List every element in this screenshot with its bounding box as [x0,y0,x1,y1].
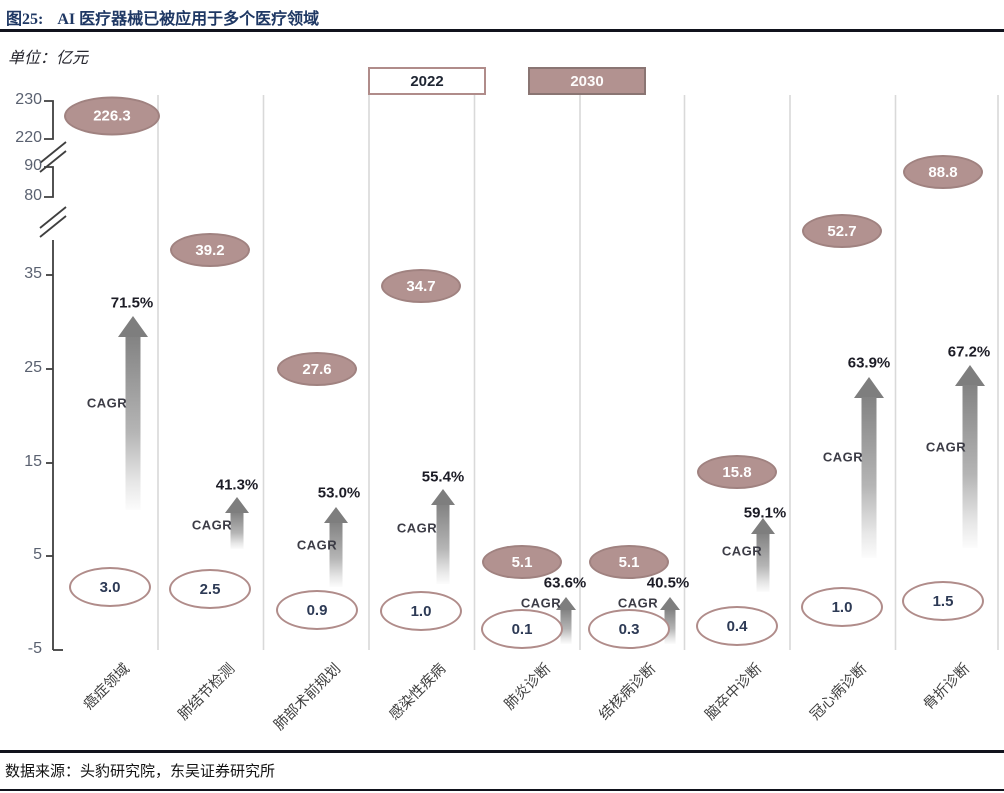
growth-arrow-head [118,316,148,337]
value-bubble-2030: 34.7 [381,269,461,303]
cagr-label: CAGR [191,517,233,533]
growth-arrow-shaft [125,337,141,510]
vertical-gridlines [157,95,999,650]
figure-title-text: AI 医疗器械已被应用于多个医疗领域 [57,11,320,28]
y-tick-label: 80 [24,187,42,204]
value-bubble-2030: 15.8 [697,455,777,489]
growth-arrow-shaft [436,505,450,584]
value-bubble-2030: 52.7 [802,214,882,248]
growth-arrow-head [225,497,249,513]
growth-arrow-head [324,507,348,523]
y-tick-label: 230 [15,91,42,108]
value-bubble-2022: 2.5 [169,569,251,609]
growth-arrow-head [660,597,680,610]
value-bubble-2030: 88.8 [903,155,983,189]
y-tick-label: -5 [27,640,42,657]
value-bubble-2022: 0.3 [588,609,670,649]
cagr-label: CAGR [86,395,128,411]
y-tick-label: 15 [24,453,42,470]
growth-arrow-shaft [230,513,244,549]
growth-arrow-shaft [329,523,343,587]
source-note: 数据来源：头豹研究院，东吴证券研究所 [5,764,276,780]
figure-number: 图25: [6,11,44,28]
cagr-label: CAGR [925,439,967,455]
y-tick-label: 220 [15,129,42,146]
value-bubble-2030: 226.3 [64,96,160,136]
growth-arrow-head [556,597,576,610]
title-bar: 图25: AI 医疗器械已被应用于多个医疗领域 [0,0,1004,32]
legend-item-2030: 2030 [528,67,646,95]
value-bubble-2030: 39.2 [170,233,250,267]
cagr-percent: 59.1% [743,504,787,522]
cagr-percent: 53.0% [317,484,361,502]
value-bubble-2022: 1.0 [801,587,883,627]
growth-arrow-head [955,365,985,386]
cagr-label: CAGR [617,595,659,611]
figure-title: 图25: AI 医疗器械已被应用于多个医疗领域 [6,5,319,29]
unit-label: 单位：亿元 [8,50,89,67]
footer-rule-top [0,750,1004,753]
cagr-percent: 71.5% [110,294,154,312]
cagr-percent: 63.9% [847,354,891,372]
value-bubble-2022: 0.4 [696,606,778,646]
growth-arrow-shaft [664,610,676,644]
cagr-percent: 55.4% [421,468,465,486]
growth-arrow-head [431,489,455,505]
value-bubble-2022: 1.5 [902,581,984,621]
growth-arrow-shaft [861,397,877,558]
footer-rule-bottom [0,789,1004,791]
cagr-percent: 63.6% [543,574,587,592]
value-bubble-2022: 0.9 [276,590,358,630]
growth-arrow-shaft [756,534,770,592]
cagr-percent: 67.2% [947,343,991,361]
growth-arrow-head [751,518,775,534]
value-bubble-2022: 0.1 [481,609,563,649]
cagr-label: CAGR [520,595,562,611]
growth-arrow-shaft [962,385,978,548]
value-bubble-2030: 27.6 [277,352,357,386]
cagr-label: CAGR [721,543,763,559]
value-bubble-2030: 5.1 [482,545,562,579]
y-tick-label: 35 [24,265,42,282]
growth-arrow-head [854,377,884,398]
y-axis-line [39,100,67,651]
cagr-percent: 40.5% [646,574,690,592]
value-bubble-2022: 3.0 [69,567,151,607]
cagr-label: CAGR [296,537,338,553]
cagr-label: CAGR [396,520,438,536]
value-bubble-2022: 1.0 [380,591,462,631]
legend-item-2022: 2022 [368,67,486,95]
cagr-label: CAGR [822,449,864,465]
value-bubble-2030: 5.1 [589,545,669,579]
cagr-percent: 41.3% [215,476,259,494]
y-tick-label: 5 [33,546,42,563]
y-tick-label: 90 [24,157,42,174]
y-tick-label: 25 [24,359,42,376]
growth-arrow-shaft [560,610,572,644]
